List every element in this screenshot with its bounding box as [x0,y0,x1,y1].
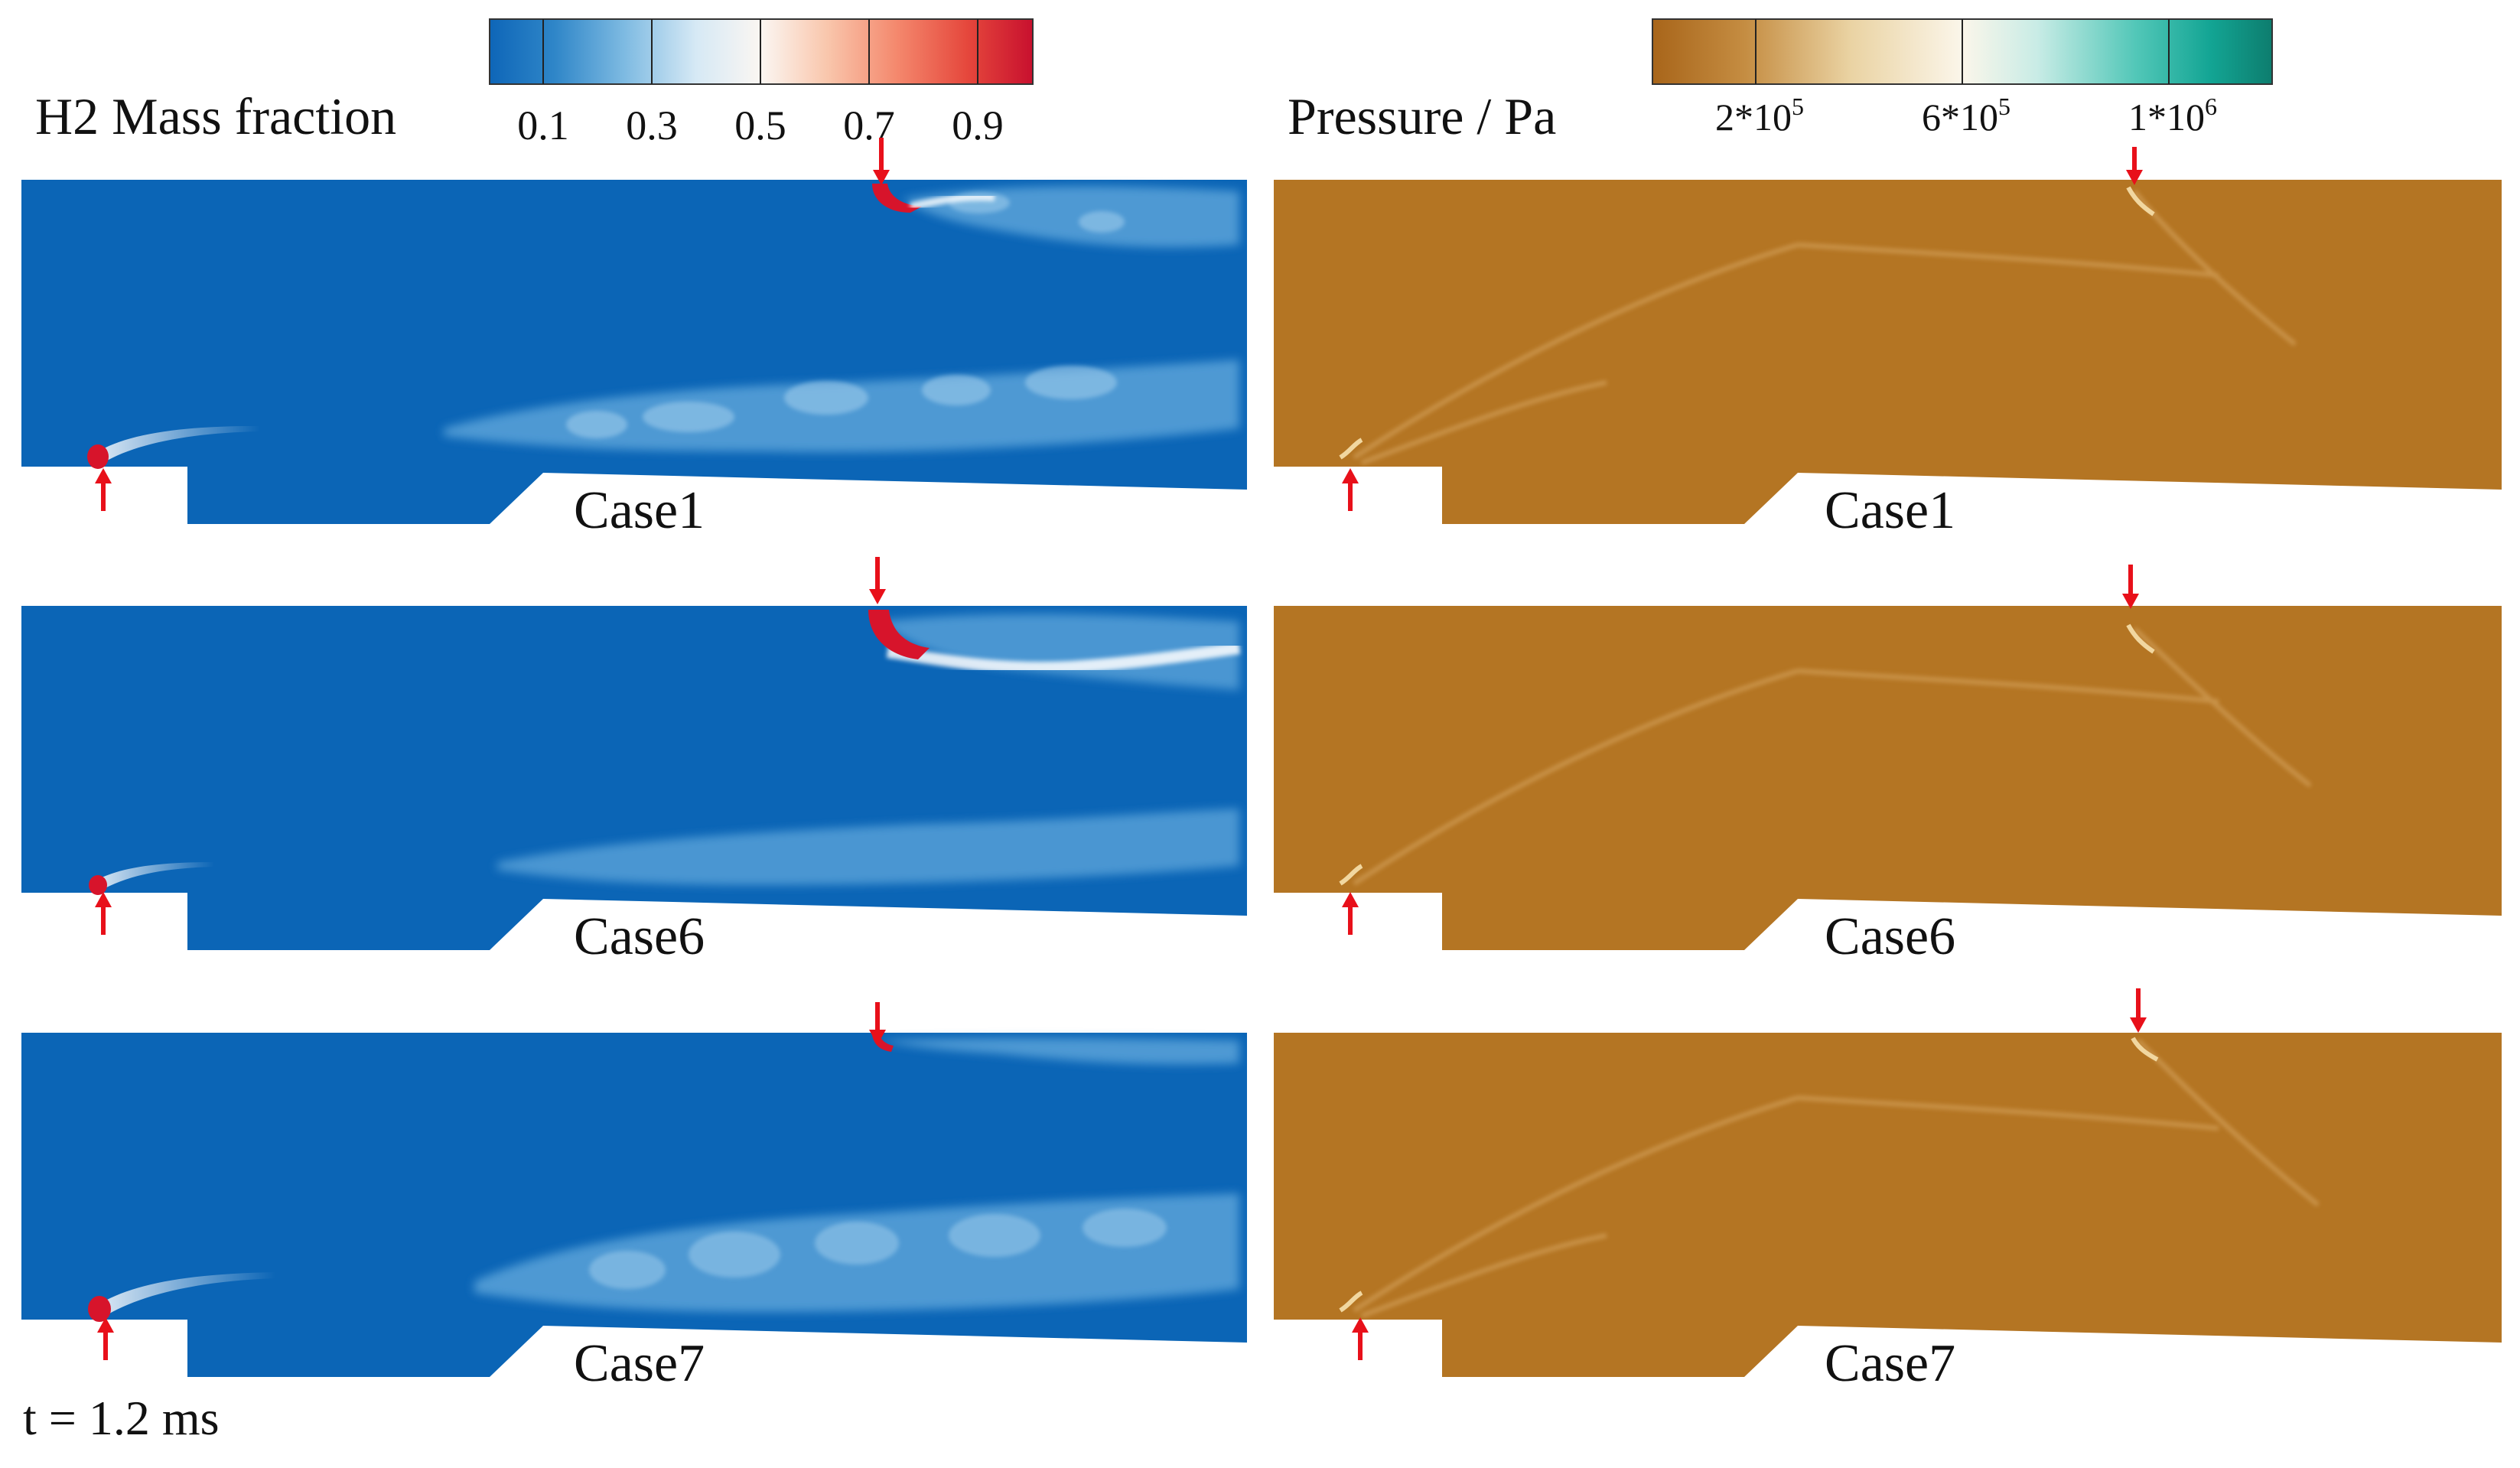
pressure-legend-title: Pressure / Pa [1288,87,1556,145]
case-label: Case7 [1825,1334,1955,1393]
h2-tick-label: 0.7 [843,103,895,148]
combustor-domain [1274,180,2502,524]
pressure-legend: Pressure / Pa 2*105 6*105 1*106 [1288,18,2273,145]
upper-wake [880,614,1239,690]
case1-pressure-contour [1274,180,2502,524]
shock-wave [1353,1095,1799,1313]
shock-wave [1360,380,1607,465]
hydrogen-jet [89,875,107,895]
injector-plume [90,425,260,465]
hydrogen-plume [910,193,995,210]
arrow-up-icon [1352,1317,1369,1360]
injector-bow-shock [1339,438,1363,460]
arrow-up-icon [1342,892,1359,935]
pressure-tick-label: 6*105 [1922,93,2010,138]
injector-bow-shock [2126,186,2155,216]
shock-wave [1353,242,1799,460]
mixing-layer [497,809,1239,885]
arrow-down-icon [2130,988,2147,1033]
hydrogen-jet [872,184,922,213]
h2-tick-label: 0.9 [952,103,1004,148]
case6-pressure-contour [1274,606,2502,950]
arrow-up-icon [1342,468,1359,511]
pressure-tick-label: 2*105 [1715,93,1804,138]
case7-h2-contour [21,1033,1247,1377]
shock-wave [2132,627,2312,788]
case-label: Case6 [1825,907,1955,966]
h2-tick-label: 0.5 [734,103,786,148]
injector-bow-shock [1339,1291,1363,1313]
injector-bow-shock [1339,864,1363,886]
case-label: Case6 [574,907,705,966]
combustor-domain [1274,606,2502,950]
case6-h2-contour [21,606,1247,950]
h2-legend: H2 Mass fraction 0.1 0.3 0.5 0.7 0.9 [35,18,1034,148]
arrow-down-icon [869,1002,886,1045]
case7-pressure-contour [1274,1033,2502,1377]
hydrogen-jet [87,444,109,469]
shock-wave [1360,1233,1607,1318]
arrow-up-icon [95,468,112,511]
h2-tick-label: 0.1 [517,103,569,148]
h2-tick-label: 0.3 [626,103,678,148]
case-label: Case1 [1825,481,1955,540]
pressure-tick-label: 1*106 [2128,93,2217,138]
case-label: Case1 [574,481,705,540]
hydrogen-jet [88,1296,111,1322]
time-label: t = 1.2 ms [23,1391,220,1445]
case1-h2-contour [21,180,1247,524]
shock-wave [1797,1095,2219,1131]
arrow-down-icon [2122,565,2139,609]
arrow-down-icon [869,557,886,604]
injector-plume [90,1272,275,1320]
shock-wave [1797,669,2219,704]
shock-wave [1797,242,2219,278]
arrow-up-icon [97,1317,114,1360]
arrow-up-icon [95,892,112,935]
upper-wake [880,1037,1239,1065]
hydrogen-jet [868,610,930,659]
arrow-down-icon [2126,147,2143,185]
case-label: Case7 [574,1334,705,1393]
arrow-down-icon [873,138,890,185]
hydrogen-plume [886,642,1241,674]
injection-arrows [95,138,2147,1360]
injector-bow-shock [2131,1037,2159,1062]
h2-legend-title: H2 Mass fraction [35,87,396,145]
injector-bow-shock [2126,623,2155,654]
shock-wave [1353,669,1799,886]
combustor-domain [1274,1033,2502,1377]
